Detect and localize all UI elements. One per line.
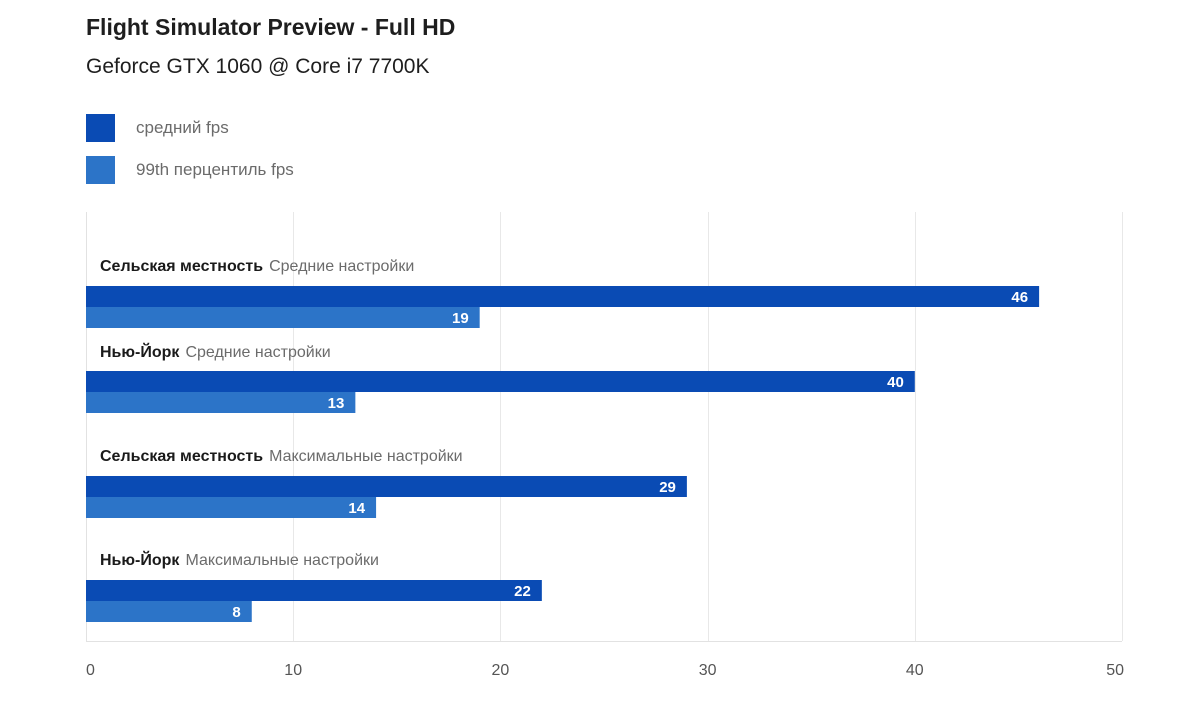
x-tick-label-20: 20 [492, 662, 510, 679]
bar-series1-cat1 [86, 392, 356, 413]
category-name-0: Сельская местность [100, 258, 263, 275]
legend-item-99th-percentile-fps: 99th перцентиль fps [86, 156, 294, 184]
legend-swatch-average-fps [86, 114, 115, 142]
category-setting-3: Максимальные настройки [185, 552, 379, 569]
category-name-3: Нью-Йорк [100, 550, 180, 569]
data-label-series0-cat3: 22 [514, 583, 531, 600]
legend-item-average-fps: средний fps [86, 114, 294, 142]
category-setting-2: Максимальные настройки [269, 448, 463, 465]
x-tick-label-40: 40 [906, 662, 924, 679]
data-label-series1-cat3: 8 [232, 604, 240, 621]
bar-series1-cat2 [86, 497, 377, 518]
category-label-0: Сельская местность Средние настройки [100, 258, 414, 275]
chart-title: Flight Simulator Preview - Full HD [86, 14, 456, 40]
category-setting-1: Средние настройки [185, 344, 330, 361]
data-label-series1-cat1: 13 [328, 395, 345, 412]
bar-series0-cat1 [86, 371, 915, 392]
legend-label-average-fps: средний fps [136, 118, 229, 137]
data-label-series1-cat2: 14 [348, 500, 365, 517]
bar-series1-cat0 [86, 307, 480, 328]
chart-subtitle: Geforce GTX 1060 @ Core i7 7700K [86, 55, 430, 78]
data-label-series0-cat1: 40 [887, 374, 904, 391]
category-name-1: Нью-Йорк [100, 342, 180, 361]
data-label-series0-cat0: 46 [1011, 289, 1028, 306]
category-label-3: Нью-Йорк Максимальные настройки [100, 550, 379, 569]
bar-series0-cat3 [86, 580, 542, 601]
category-setting-0: Средние настройки [269, 258, 414, 275]
category-label-1: Нью-Йорк Средние настройки [100, 342, 331, 361]
category-name-2: Сельская местность [100, 448, 263, 465]
bar-series1-cat3 [86, 601, 252, 622]
legend: средний fps 99th перцентиль fps [86, 114, 294, 198]
legend-swatch-99th-percentile-fps [86, 156, 115, 184]
category-label-2: Сельская местность Максимальные настройки [100, 448, 463, 465]
data-label-series1-cat0: 19 [452, 310, 469, 327]
bar-series0-cat2 [86, 476, 687, 497]
x-tick-label-50: 50 [1106, 662, 1124, 679]
x-tick-label-10: 10 [284, 662, 302, 679]
data-label-series0-cat2: 29 [659, 479, 676, 496]
x-tick-label-0: 0 [86, 662, 95, 679]
x-tick-label-30: 30 [699, 662, 717, 679]
bar-series0-cat0 [86, 286, 1040, 307]
legend-label-99th-percentile-fps: 99th перцентиль fps [136, 160, 294, 179]
